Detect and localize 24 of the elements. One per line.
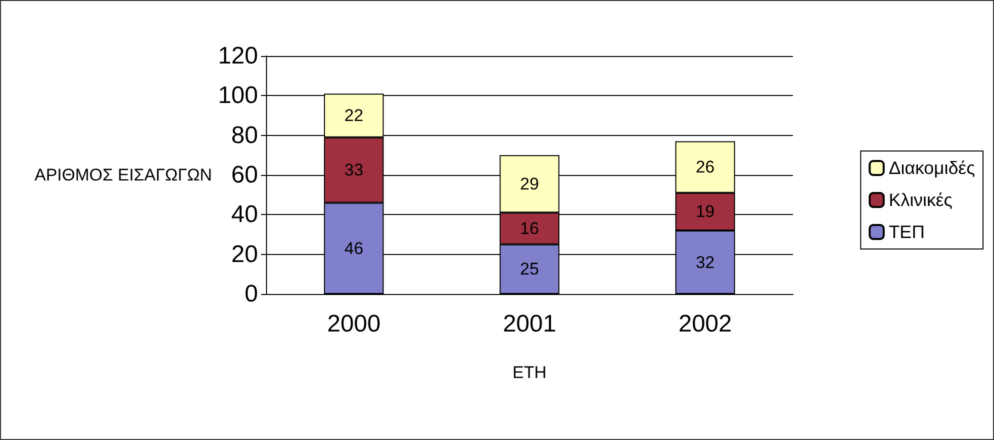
data-label: 22 bbox=[344, 106, 364, 125]
y-axis-title: ΑΡΙΘΜΟΣ ΕΙΣΑΓΩΓΩΝ bbox=[34, 166, 212, 184]
data-label: 16 bbox=[520, 219, 539, 238]
y-tick-label: 80 bbox=[231, 122, 258, 149]
x-tick-label: 2002 bbox=[678, 310, 732, 338]
data-label: 33 bbox=[344, 160, 364, 180]
y-tick-label: 60 bbox=[231, 162, 258, 188]
y-tick-label: 100 bbox=[218, 82, 258, 110]
legend-label: ΤΕΠ bbox=[888, 222, 925, 242]
y-tick-label: 20 bbox=[231, 240, 258, 268]
legend-label: Διακομιδές bbox=[888, 158, 976, 178]
legend-label: Κλινικές bbox=[888, 190, 953, 210]
data-label: 46 bbox=[344, 238, 364, 258]
y-tick-label: 120 bbox=[218, 42, 258, 70]
x-tick-label: 2001 bbox=[502, 310, 556, 338]
data-label: 32 bbox=[696, 252, 715, 272]
x-tick-label: 2000 bbox=[327, 310, 381, 338]
y-tick-label: 0 bbox=[244, 280, 258, 308]
y-tick-label: 40 bbox=[231, 201, 258, 228]
data-label: 26 bbox=[696, 158, 715, 177]
data-label: 25 bbox=[520, 260, 539, 279]
data-label: 29 bbox=[520, 174, 539, 194]
x-axis-title: ΕΤΗ bbox=[512, 363, 546, 382]
data-label: 19 bbox=[696, 202, 715, 222]
